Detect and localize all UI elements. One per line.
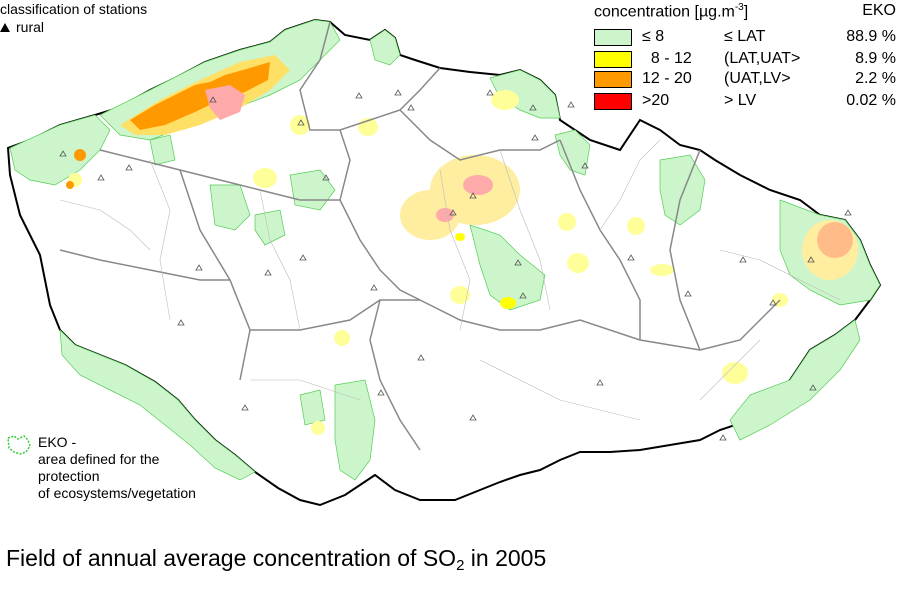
percent-label: 0.02 % [846, 92, 896, 109]
eko-area-icon [7, 435, 31, 455]
range-label: 12 - 20 [642, 70, 692, 87]
eko-legend-line: area defined for the [38, 451, 160, 467]
rural-label: rural [16, 19, 45, 35]
legend-row: 8 - 12 (LAT,UAT> 8.9 % [594, 50, 900, 70]
color-swatch [594, 51, 632, 68]
rural-stations [59, 89, 852, 441]
station-legend-title: classification of stations [0, 1, 148, 17]
district-borders [59, 139, 841, 421]
concentration-legend-title: concentration [µg.m-3] [594, 2, 749, 21]
color-swatch [594, 93, 632, 110]
eko-legend-line: protection [38, 468, 100, 484]
triangle-icon [0, 22, 10, 32]
uat-lv-areas [66, 62, 853, 309]
legend-row: >20 > LV 0.02 % [594, 92, 900, 112]
limit-label: (UAT,LV> [724, 70, 791, 87]
color-swatch [594, 71, 632, 88]
legend-row: ≤ 8 ≤ LAT 88.9 % [594, 28, 900, 48]
color-swatch [594, 29, 632, 46]
percent-label: 88.9 % [846, 28, 896, 45]
percent-label: 8.9 % [855, 50, 896, 67]
station-classification-legend: classification of stations rural [0, 0, 147, 36]
limit-label: > LV [724, 92, 757, 109]
eko-legend-text: EKO - area defined for the protection of… [38, 434, 238, 502]
legend-row: 12 - 20 (UAT,LV> 2.2 % [594, 70, 900, 90]
map-caption: Field of annual average concentration of… [6, 545, 547, 574]
region-borders [59, 21, 781, 451]
eko-column-header: EKO [862, 2, 896, 19]
limit-label: ≤ LAT [724, 28, 766, 45]
range-label: ≤ 8 [642, 28, 665, 45]
range-label: 8 - 12 [642, 50, 692, 67]
range-label: >20 [642, 92, 670, 109]
eko-legend-line: of ecosystems/vegetation [38, 485, 196, 501]
rural-legend-item: rural [0, 18, 147, 36]
eko-legend-line: EKO - [38, 434, 77, 450]
percent-label: 2.2 % [855, 70, 896, 87]
limit-label: (LAT,UAT> [724, 50, 801, 67]
